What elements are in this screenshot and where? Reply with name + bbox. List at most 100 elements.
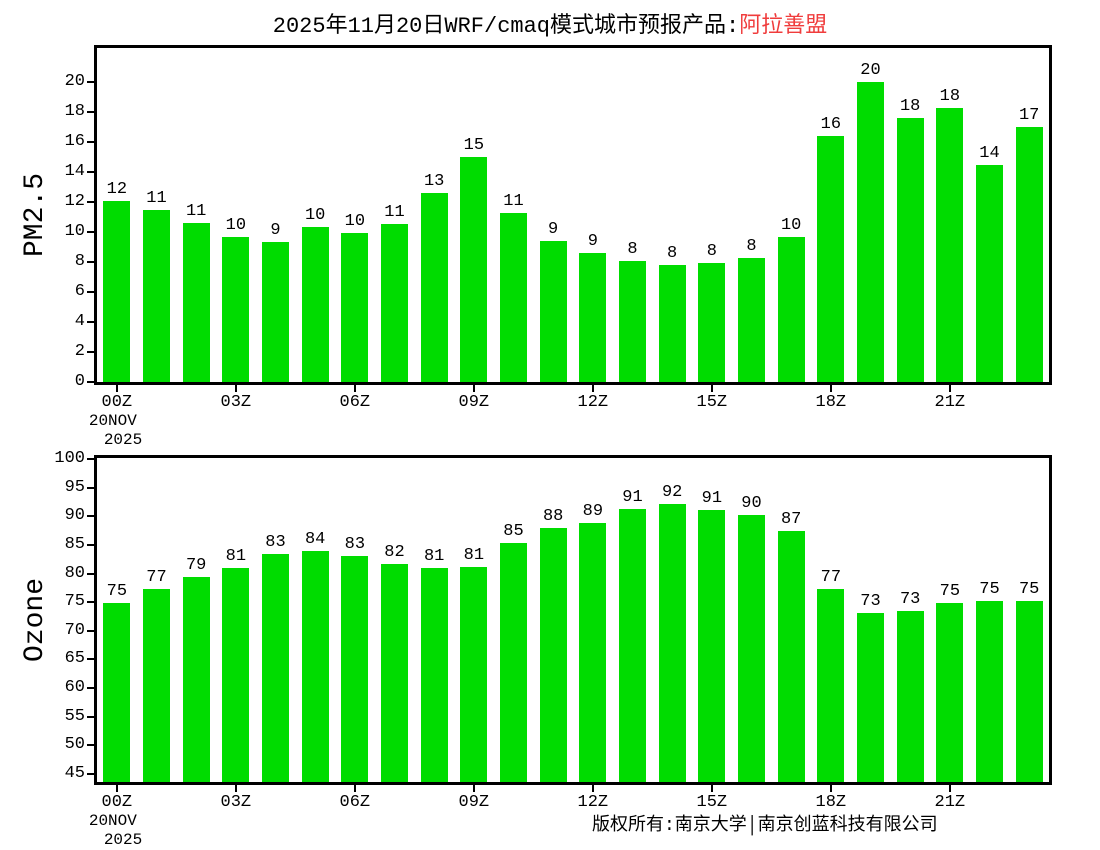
y-tick-mark [87, 141, 94, 144]
forecast-bar [658, 265, 686, 382]
forecast-bar [301, 550, 329, 782]
title-city-name: 阿拉善盟 [739, 14, 828, 39]
x-tick-label: 18Z [815, 793, 847, 812]
x-tick-label: 06Z [339, 793, 371, 812]
x-tick-label: 03Z [220, 393, 252, 412]
bar-value-label: 75 [979, 579, 1000, 599]
y-tick-mark [87, 321, 94, 324]
bar-value-label: 73 [899, 590, 921, 610]
bar-value-label: 91 [622, 487, 643, 507]
x-tick-label: 09Z [458, 793, 490, 812]
x-tick-label: 21Z [934, 393, 966, 412]
forecast-bar [896, 611, 924, 782]
forecast-bar [262, 554, 289, 782]
forecast-bar [381, 223, 408, 382]
y-tick-label: 55 [64, 706, 85, 726]
bar-value-label: 75 [1018, 579, 1040, 599]
y-tick-mark [87, 201, 94, 204]
y-tick-label: 85 [64, 535, 85, 554]
forecast-bar [738, 514, 765, 782]
x-tick-mark [948, 385, 951, 392]
forecast-bar [539, 241, 567, 382]
y-tick-mark [87, 744, 94, 747]
bar-value-label: 9 [548, 220, 559, 240]
y-tick-mark [87, 458, 94, 461]
bar-value-label: 8 [706, 241, 717, 261]
pm25-axis-label: PM2.5 [20, 173, 51, 258]
y-tick-mark [87, 111, 94, 114]
bar-value-label: 83 [265, 533, 286, 553]
bar-value-label: 15 [463, 136, 485, 156]
forecast-bar [817, 588, 845, 782]
bar-value-label: 8 [667, 244, 678, 264]
y-tick-mark [87, 629, 94, 632]
forecast-bar [460, 566, 488, 782]
forecast-bar [658, 504, 686, 782]
y-tick-mark [87, 572, 94, 575]
y-tick-label: 45 [64, 763, 85, 783]
x-tick-mark [234, 385, 237, 392]
forecast-bar [143, 588, 170, 782]
bar-value-label: 87 [780, 510, 802, 530]
forecast-bar [896, 118, 924, 382]
bar-value-label: 9 [270, 220, 281, 240]
bar-value-label: 75 [939, 582, 961, 602]
bar-value-label: 77 [820, 567, 842, 587]
forecast-bar [976, 164, 1003, 382]
forecast-bar [262, 241, 289, 382]
y-tick-label: 12 [64, 192, 85, 212]
forecast-bar [143, 209, 170, 382]
bar-value-label: 17 [1018, 106, 1040, 126]
bar-value-label: 81 [463, 545, 485, 565]
y-tick-label: 80 [64, 563, 85, 583]
bar-value-label: 81 [423, 546, 445, 566]
bar-value-label: 81 [225, 547, 247, 567]
bar-value-label: 77 [146, 567, 167, 587]
bar-value-label: 10 [304, 205, 326, 225]
x-tick-label: 00Z [101, 793, 133, 812]
y-tick-mark [87, 261, 94, 264]
forecast-bar [1015, 127, 1043, 382]
page-title: 2025年11月20日WRF/cmaq模式城市预报产品:阿拉善盟 [0, 7, 1100, 39]
bar-value-label: 85 [503, 521, 524, 541]
x-tick-mark [948, 785, 951, 792]
y-tick-label: 0 [74, 372, 85, 391]
y-tick-mark [87, 601, 94, 604]
forecast-bar [1015, 600, 1043, 782]
x-tick-mark [234, 785, 237, 792]
x-tick-mark [710, 385, 713, 392]
y-tick-label: 50 [64, 735, 85, 755]
y-tick-mark [87, 291, 94, 294]
forecast-bar [381, 563, 408, 782]
copyright-text: 版权所有:南京大学│南京创蓝科技有限公司 [592, 816, 938, 836]
forecast-bar [619, 508, 646, 782]
bar-value-label: 88 [542, 507, 564, 527]
x-axis-date-line: 20NOV [88, 412, 137, 430]
bar-value-label: 73 [860, 591, 881, 611]
y-tick-mark [87, 544, 94, 546]
forecast-bar [182, 223, 210, 382]
forecast-bar [857, 612, 884, 782]
x-tick-label: 12Z [577, 793, 609, 812]
x-axis-year-line: 2025 [103, 431, 143, 449]
forecast-bar [698, 509, 726, 782]
x-tick-label: 15Z [696, 793, 728, 812]
bar-value-label: 82 [384, 542, 405, 562]
bar-value-label: 10 [344, 211, 366, 231]
bar-value-label: 11 [146, 188, 167, 208]
forecast-bar [182, 577, 210, 782]
x-tick-mark [591, 785, 594, 792]
forecast-bar [341, 556, 369, 782]
x-tick-mark [591, 385, 594, 392]
bar-value-label: 11 [185, 202, 207, 222]
y-tick-label: 14 [64, 162, 85, 182]
x-tick-label: 12Z [577, 393, 609, 412]
bar-value-label: 12 [106, 179, 128, 199]
x-tick-label: 15Z [696, 393, 728, 412]
forecast-bar [976, 600, 1003, 782]
bar-value-label: 83 [344, 535, 366, 555]
bar-value-label: 84 [304, 529, 326, 549]
forecast-bar [420, 567, 448, 782]
forecast-bar [698, 262, 726, 382]
forecast-bar [579, 522, 607, 782]
